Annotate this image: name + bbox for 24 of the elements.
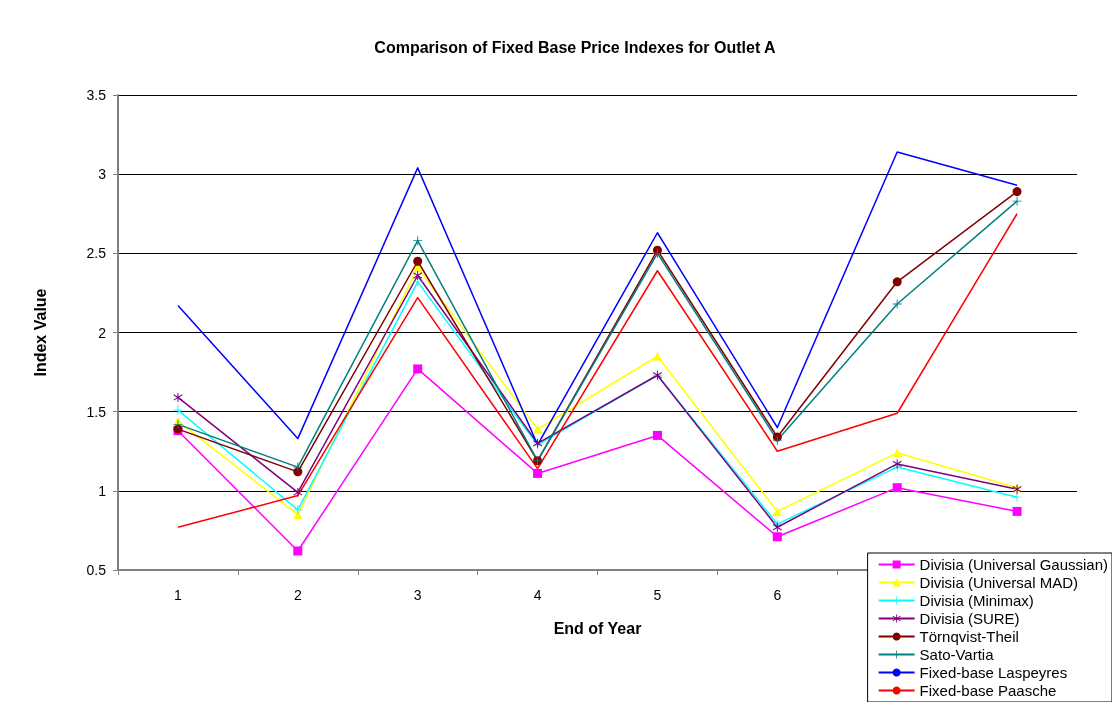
x-tick-label: 4 (533, 587, 542, 603)
x-tick-label: 3 (413, 587, 422, 603)
legend-label: Divisia (Universal MAD) (919, 574, 1078, 591)
x-tick-label: 1 (174, 587, 183, 603)
chart-title: Comparison of Fixed Base Price Indexes for Outlet A (374, 38, 777, 56)
legend-label: Fixed-base Paasche (919, 682, 1057, 699)
legend-label: Fixed-base Laspeyres (919, 664, 1068, 681)
x-tick-label: 2 (293, 587, 302, 603)
y-tick-label: 2.5 (86, 245, 107, 262)
y-tick-label: 3 (98, 166, 107, 183)
x-tick-label: 5 (653, 587, 662, 603)
y-axis-title: Index Value (31, 288, 49, 377)
legend-label: Divisia (Minimax) (919, 592, 1034, 609)
legend-label: Sato-Vartia (919, 646, 995, 663)
legend-label: Divisia (Universal Gaussian) (919, 556, 1108, 573)
y-tick-label: 1.5 (86, 403, 107, 420)
y-tick-label: 2 (98, 324, 107, 341)
y-tick-label: 1 (98, 482, 107, 499)
legend-label: Törnqvist-Theil (919, 628, 1019, 645)
x-tick-label: 6 (773, 587, 782, 603)
x-axis-title: End of Year (553, 619, 642, 637)
legend-label: Divisia (SURE) (919, 610, 1020, 627)
y-tick-label: 0.5 (86, 562, 107, 578)
y-tick-label: 3.5 (86, 87, 107, 103)
